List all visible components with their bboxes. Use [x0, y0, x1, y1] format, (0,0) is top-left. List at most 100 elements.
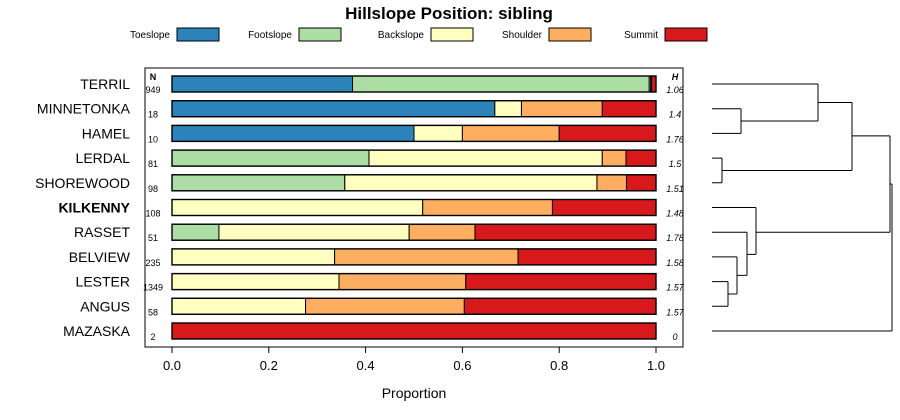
- h-label-lerdal: 1.5: [669, 159, 683, 169]
- bar-segment-lerdal-footslope: [171, 149, 370, 167]
- bar-outline-rasset: [171, 223, 657, 241]
- legend-label-toeslope: Toeslope: [130, 30, 170, 41]
- bar-segment-hamel-summit: [558, 124, 657, 142]
- bar-outline-mazaska: [171, 322, 657, 340]
- bar-segment-hamel-backslope: [413, 124, 463, 142]
- bar-outline-terril: [171, 75, 657, 93]
- row-label-lester: LESTER: [76, 274, 130, 290]
- bar-segment-lerdal-summit: [625, 149, 657, 167]
- bar-segment-angus-shoulder: [305, 297, 465, 315]
- bar-segment-hamel-shoulder: [461, 124, 560, 142]
- n-label-belview: 235: [145, 258, 160, 268]
- bar-segment-minnetonka-summit: [601, 100, 657, 118]
- bar-segment-terril-toeslope: [171, 75, 354, 93]
- bar-segment-lerdal-backslope: [368, 149, 603, 167]
- row-label-mazaska: MAZASKA: [63, 323, 131, 339]
- row-label-shorewood: SHOREWOOD: [35, 175, 130, 191]
- bar-outline-angus: [171, 297, 657, 315]
- h-label-terril: 1.06: [666, 85, 684, 95]
- bar-segment-kilkenny-backslope: [171, 199, 424, 216]
- x-tick-label-1-0: 1.0: [647, 358, 665, 373]
- bar-segment-rasset-footslope: [171, 223, 220, 241]
- legend: Toeslope Footslope Backslope Shoulder Summit: [130, 27, 708, 42]
- bar-segment-rasset-backslope: [218, 223, 410, 241]
- n-label-angus: 58: [148, 307, 158, 317]
- bar-segment-rasset-shoulder: [408, 223, 476, 241]
- bar-outline-kilkenny: [171, 198, 657, 217]
- x-axis-label: Proportion: [382, 385, 447, 401]
- row-label-terril: TERRIL: [80, 76, 130, 92]
- h-label-belview: 1.58: [666, 258, 684, 268]
- n-column-header: N: [150, 72, 157, 82]
- bar-segment-angus-summit: [463, 297, 657, 315]
- bar-segment-kilkenny-shoulder: [422, 199, 553, 216]
- n-label-terril: 949: [145, 85, 160, 95]
- h-column-header: H: [672, 72, 679, 82]
- legend-swatch-summit: [664, 27, 708, 42]
- row-label-lerdal: LERDAL: [76, 150, 131, 166]
- legend-swatch-shoulder: [548, 27, 592, 42]
- h-label-rasset: 1.78: [666, 233, 684, 243]
- row-label-hamel: HAMEL: [82, 125, 130, 141]
- x-tick-label-0-4: 0.4: [357, 358, 375, 373]
- bar-segment-lester-backslope: [171, 273, 340, 291]
- plot-panel: [144, 67, 684, 348]
- bar-segment-minnetonka-shoulder: [520, 100, 603, 118]
- bar-segment-lester-shoulder: [338, 273, 467, 291]
- chart-title: Hillslope Position: sibling: [345, 4, 553, 23]
- bar-segment-lerdal-shoulder: [601, 149, 627, 167]
- n-label-shorewood: 98: [148, 184, 158, 194]
- bar-segment-belview-summit: [517, 248, 657, 266]
- row-label-angus: ANGUS: [80, 298, 130, 314]
- bar-segment-hamel-toeslope: [171, 124, 415, 142]
- bar-outline-lerdal: [171, 149, 657, 167]
- legend-swatch-toeslope: [176, 27, 220, 42]
- x-axis: 0.0 0.2 0.4 0.6 0.8 1.0: [163, 347, 665, 373]
- legend-label-footslope: Footslope: [248, 30, 292, 41]
- dendrogram: [712, 83, 893, 332]
- bar-segment-angus-backslope: [171, 297, 307, 315]
- h-label-minnetonka: 1.4: [669, 110, 682, 120]
- h-label-shorewood: 1.51: [666, 184, 684, 194]
- h-labels: 1.06 1.4 1.76 1.5 1.51 1.48 1.78 1.58 1.57 1.57 0: [666, 85, 685, 342]
- legend-label-backslope: Backslope: [378, 30, 425, 41]
- n-label-minnetonka: 18: [148, 110, 158, 120]
- n-label-lester: 1349: [143, 283, 163, 293]
- legend-swatch-backslope: [430, 27, 474, 42]
- bar-segment-shorewood-backslope: [344, 174, 598, 192]
- bar-outline-minnetonka: [171, 99, 657, 118]
- h-label-angus: 1.57: [666, 307, 685, 317]
- bar-segment-rasset-summit: [474, 223, 657, 241]
- bar-outline-lester: [171, 272, 657, 291]
- dendrogram-branches: [712, 83, 893, 332]
- row-label-kilkenny: KILKENNY: [58, 200, 130, 216]
- bar-segment-shorewood-footslope: [171, 174, 346, 192]
- x-tick-label-0-8: 0.8: [550, 358, 568, 373]
- bar-segment-kilkenny-summit: [551, 199, 657, 216]
- bar-segment-minnetonka-toeslope: [171, 100, 496, 118]
- bar-segment-minnetonka-backslope: [494, 100, 522, 118]
- bar-segment-belview-backslope: [171, 248, 336, 266]
- n-label-rasset: 51: [148, 233, 158, 243]
- bar-outline-shorewood: [171, 174, 657, 192]
- legend-swatch-footslope: [298, 27, 342, 42]
- legend-label-summit: Summit: [624, 30, 658, 41]
- n-label-mazaska: 2: [150, 332, 155, 342]
- n-label-hamel: 10: [148, 134, 158, 144]
- bar-segment-shorewood-summit: [625, 174, 657, 192]
- x-tick-label-0-6: 0.6: [453, 358, 471, 373]
- n-labels: 949 18 10 81 98 108 51 235 1349 58 2: [143, 85, 163, 342]
- bar-segment-lester-summit: [465, 273, 657, 291]
- row-label-belview: BELVIEW: [69, 249, 131, 265]
- n-label-lerdal: 81: [148, 159, 158, 169]
- bar-segment-mazaska-summit: [171, 322, 657, 340]
- bar-segment-belview-shoulder: [334, 248, 519, 266]
- bars: [171, 75, 657, 340]
- row-label-rasset: RASSET: [74, 224, 130, 240]
- bar-outline-hamel: [171, 124, 657, 143]
- bar-segment-shorewood-shoulder: [596, 174, 627, 192]
- h-label-kilkenny: 1.48: [666, 209, 684, 219]
- h-label-lester: 1.57: [666, 283, 685, 293]
- x-tick-label-0-0: 0.0: [163, 358, 181, 373]
